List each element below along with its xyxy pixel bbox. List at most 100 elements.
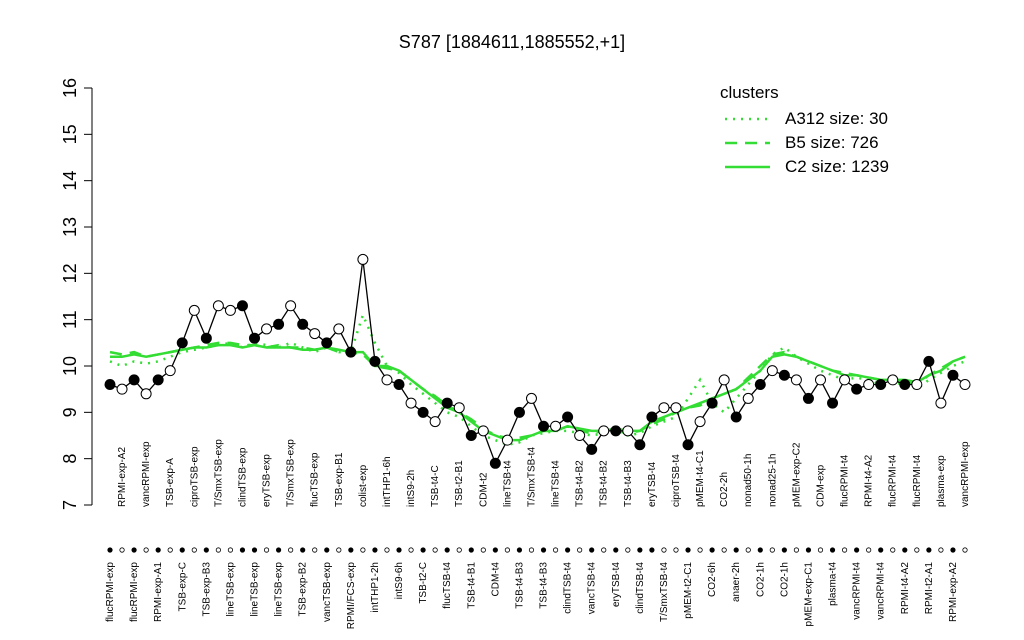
x-tick-label: vancTSB-t4 [587, 562, 598, 615]
sample-point [152, 374, 164, 386]
sample-point [778, 369, 790, 381]
sample-point [802, 392, 814, 404]
rug-dot [878, 547, 884, 553]
rug-dot [866, 547, 872, 553]
x-tick-label: TSB-t2-B1 [454, 460, 465, 507]
x-tick-label: T/SmxTSB-exp [286, 439, 297, 507]
rug-dot [745, 547, 751, 553]
cluster-line [109, 311, 966, 447]
rug-dot [251, 547, 258, 553]
rug-dot [902, 547, 908, 553]
sample-point [465, 430, 477, 441]
x-tick-label: TSB-exp-B2 [298, 562, 309, 617]
sample-point [513, 406, 525, 418]
sample-point [562, 411, 574, 423]
sample-point [947, 369, 959, 381]
rug-dot [203, 547, 209, 553]
rug-dot [492, 547, 498, 553]
rug-dot [396, 547, 402, 553]
x-tick-label: ciproTSB-t4 [671, 454, 682, 507]
sample-point [453, 402, 465, 414]
x-tick-label: TSB-t4-C [430, 465, 441, 507]
rug-dot [288, 547, 294, 553]
x-tick-label: colist-exp [358, 464, 369, 507]
rug-dot [769, 547, 775, 553]
rug-dot [143, 547, 149, 553]
x-tick-label: vancRPMI-t4 [852, 562, 863, 620]
x-tick-label: intTHP1-6h [382, 456, 393, 507]
rug-dot [950, 547, 956, 553]
x-tick-label: TSB-t4-B2 [575, 460, 586, 507]
rug-dot [336, 547, 342, 553]
x-tick-label: ciproTSB-exp [189, 446, 200, 507]
rug-dot [637, 547, 643, 553]
x-tick-label: eryTSB-t4 [647, 462, 658, 507]
x-tick-label: nonad50-1h [743, 454, 754, 507]
rug-dot [275, 547, 282, 553]
sample-point [164, 365, 176, 377]
rug-dot [733, 547, 739, 553]
sample-point [321, 337, 333, 349]
x-tick-label: pMEM-t2-C1 [683, 562, 694, 619]
x-tick-label: pMEM-t4-C1 [695, 450, 706, 507]
rug-dot [384, 547, 390, 553]
sample-point [417, 406, 429, 418]
x-tick-label: pMEM-exp-C1 [803, 562, 814, 627]
sample-point [610, 425, 622, 437]
sample-point [345, 346, 357, 358]
x-tick-label: clindTSB-t4 [563, 562, 574, 614]
x-tick-label: lineTSB-t4 [551, 460, 562, 507]
sample-point [477, 425, 489, 437]
rug-dot [613, 547, 619, 553]
x-tick-label: CO2-1h [755, 562, 766, 597]
sample-point [754, 379, 766, 391]
sample-point [682, 439, 694, 451]
rug-dot [456, 547, 462, 553]
x-tick-label: clindTSB-t4 [635, 562, 646, 614]
rug-dot [372, 547, 378, 553]
rug-dot [793, 547, 800, 553]
sample-point [309, 328, 321, 340]
sample-point [827, 397, 839, 409]
rug-dot [589, 547, 595, 553]
x-tick-label: flucTSB-exp [310, 452, 321, 507]
sample-point [381, 374, 393, 386]
cluster-line [109, 341, 966, 440]
y-tick-label: 8 [60, 454, 80, 464]
x-tick-label: intTHP1-2h [370, 562, 381, 613]
y-tick-label: 9 [60, 407, 80, 417]
rug-dot [468, 547, 474, 553]
y-tick-label: 11 [60, 310, 80, 329]
sample-point [899, 379, 911, 391]
rug-dot [649, 547, 655, 553]
x-tick-label: CDM-t4 [490, 562, 501, 597]
sample-point [935, 397, 947, 409]
x-tick-label: TSB-exp-A [165, 458, 176, 507]
sample-point [489, 457, 501, 469]
rug-dot [516, 547, 523, 553]
x-tick-label: RPMI-t4-A2 [900, 562, 911, 615]
sample-point [622, 425, 634, 437]
sample-point [176, 337, 188, 349]
legend-label: B5 size: 726 [785, 133, 879, 152]
x-tick-label: TSB-exp-C [177, 562, 188, 611]
sample-point [923, 355, 935, 367]
rug-dot [757, 547, 763, 553]
sample-point [333, 323, 345, 335]
rug-dot [914, 547, 920, 553]
rug-dot [721, 547, 727, 553]
rug-dot [179, 547, 185, 553]
x-tick-label: eryTSB-exp [262, 454, 273, 507]
sample-point [212, 300, 224, 312]
x-tick-label: lineTSB-t4 [502, 460, 513, 507]
sample-point [646, 411, 658, 423]
x-tick-label: CDM-t2 [478, 472, 489, 507]
rug-dot [300, 547, 306, 553]
rug-dot [625, 547, 631, 553]
x-tick-label: pMEM-exp-C2 [791, 442, 802, 507]
x-tick-label: RPMI-t4-A2 [864, 454, 875, 507]
chart-title: S787 [1884611,1885552,+1] [399, 32, 625, 52]
rug-dot [577, 547, 583, 553]
rug-dot [227, 547, 234, 553]
